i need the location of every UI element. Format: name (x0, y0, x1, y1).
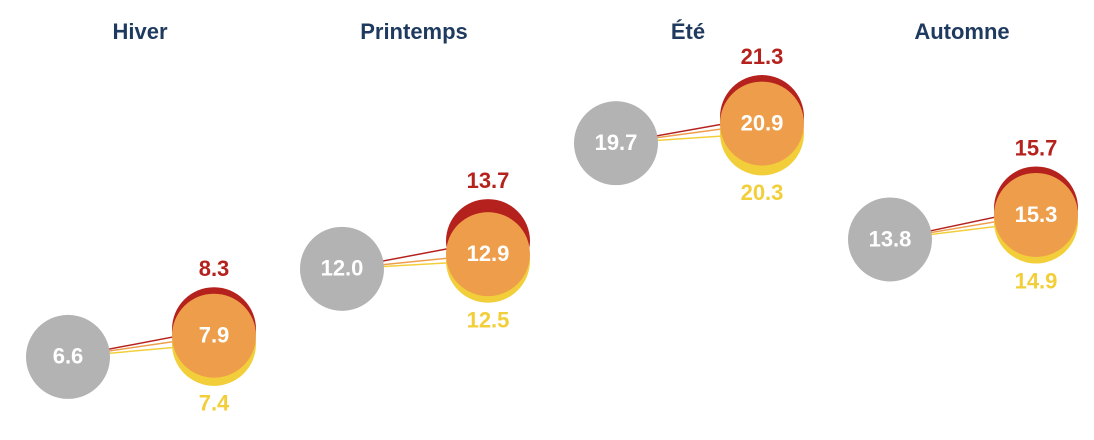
category-title: Automne (914, 19, 1009, 44)
high-label: 21.3 (741, 44, 784, 69)
high-label: 15.7 (1015, 135, 1058, 160)
mid-label: 20.9 (741, 110, 784, 135)
mid-label: 15.3 (1015, 202, 1058, 227)
value-dot (446, 212, 530, 297)
baseline-label: 13.8 (869, 226, 912, 251)
category-title: Été (671, 19, 705, 44)
low-label: 12.5 (467, 307, 510, 332)
mid-label: 12.9 (467, 241, 510, 266)
baseline-label: 6.6 (53, 344, 84, 369)
high-label: 8.3 (199, 256, 230, 281)
baseline-label: 19.7 (595, 130, 638, 155)
baseline-label: 12.0 (321, 256, 364, 281)
baseline-dot (26, 314, 110, 399)
value-dot (994, 172, 1078, 257)
high-label: 13.7 (467, 168, 510, 193)
baseline-dot (300, 226, 384, 311)
low-label: 14.9 (1015, 268, 1058, 293)
category-title: Printemps (360, 19, 468, 44)
low-label: 20.3 (741, 180, 784, 205)
value-dot (720, 81, 804, 166)
baseline-dot (574, 101, 658, 186)
mid-label: 7.9 (199, 323, 230, 348)
value-dot (172, 293, 256, 378)
category-title: Hiver (112, 19, 167, 44)
baseline-dot (848, 197, 932, 282)
low-label: 7.4 (199, 391, 230, 416)
